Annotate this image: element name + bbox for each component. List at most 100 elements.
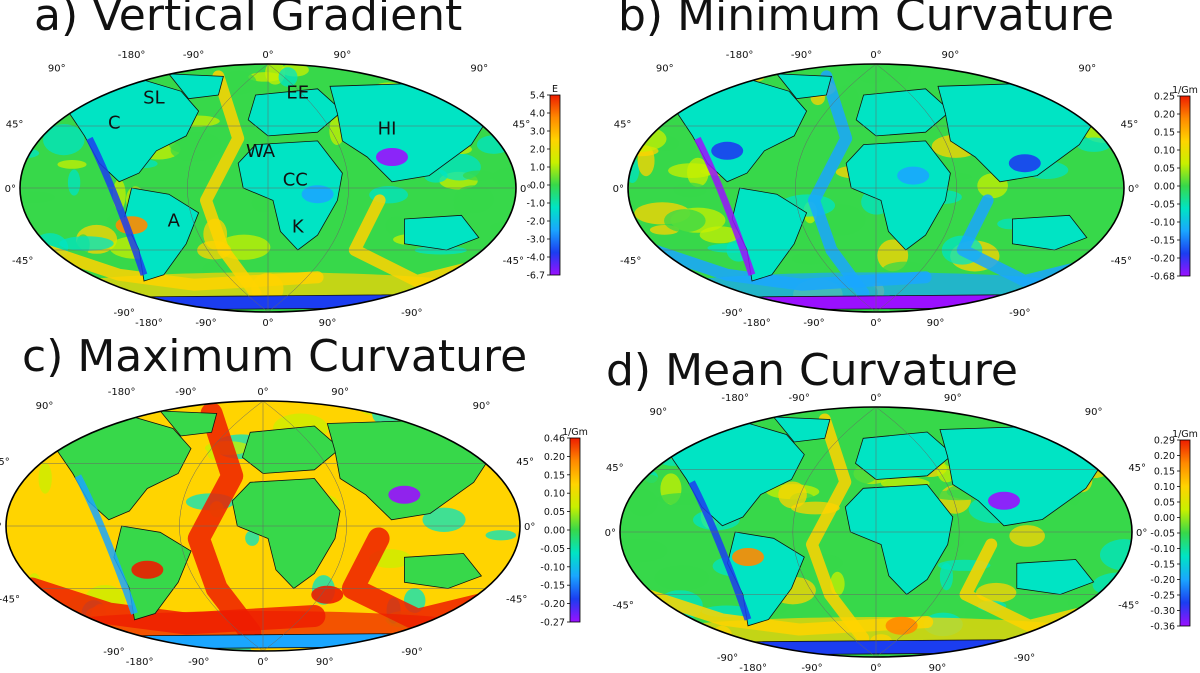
field-patch [93,64,110,74]
lat-label-left: -45° [613,601,634,612]
field-patch [673,407,727,417]
lon-label-top: 0° [257,387,268,398]
region-label: CC [283,170,308,191]
lon-label-top: -180° [721,393,749,404]
lon-label-bottom: 90° [929,663,947,673]
field-patch [1044,407,1076,421]
lat-label-left: 90° [36,401,54,412]
region-label: WA [246,141,276,162]
ridge-band [200,70,262,300]
lat-label-right: 0° [1136,528,1147,539]
lon-label-top: 0° [870,50,881,61]
region-label: EE [286,83,309,104]
colorbar-unit: 1/Gm [1172,85,1198,96]
colorbar-label: 0.29 [1154,436,1175,447]
meridian-line [792,406,877,658]
field-patch [628,157,640,183]
colorbar-label: 0.05 [1154,498,1175,509]
field-patch [170,138,219,162]
landmass-greenland [159,410,218,437]
lat-label-right: -45° [1118,601,1139,612]
colorbar-label: 4.0 [530,109,545,120]
meridian-line [267,63,349,313]
colorbar-label: -0.36 [1150,622,1175,633]
field-patch [628,65,643,79]
lon-label-bottom: -90° [103,647,124,658]
field-patch [36,618,88,644]
field-patch [380,530,424,555]
landmass-australia [1011,214,1088,251]
lon-label-top: 90° [944,393,962,404]
field-patch [347,523,361,556]
field-patch [939,562,953,591]
colorbar-label: -0.27 [540,618,565,629]
field-patch [441,624,472,649]
field-patch [886,64,911,83]
colorbar-label: 0.00 [1154,513,1175,524]
field-patch [492,167,516,187]
anomaly-blob [885,616,918,635]
panel-title: d) Mean Curvature [606,345,1018,396]
colorbar-label: 0.00 [1154,182,1175,193]
coastal-strip [688,480,752,621]
ridge-band [806,413,870,645]
coastal-strip [86,136,148,276]
landmass-europe [855,88,952,137]
colorbar-label: 0.0 [530,181,545,192]
colorbar-label: 0.20 [1154,110,1175,121]
colorbar-label: 5.4 [530,91,545,102]
landmass-greenland [775,73,832,100]
lon-label-top: 90° [334,50,352,61]
field-patch [699,226,741,244]
lon-label-bottom: -180° [126,657,154,668]
map-field [620,407,1132,657]
anomaly-blob [711,141,744,160]
lon-label-top: 90° [942,50,960,61]
map-border [5,400,521,652]
lat-label-right: 0° [520,184,531,195]
lat-label-left: 45° [0,457,10,468]
colorbar-label: -0.20 [1150,254,1175,265]
lat-label-right: 90° [1085,407,1103,418]
field-patch [623,439,664,456]
lon-label-bottom: -90° [801,663,822,673]
world-map: -180°-90°0°90°-90°-180°-90°0°90°-90°90°4… [0,387,588,668]
coastal-strip [74,474,138,615]
field-patch [57,160,87,169]
landmass-greenland [772,416,831,443]
field-patch [1106,436,1129,468]
lon-label-bottom: 90° [319,318,337,329]
colorbar-label: 1.0 [530,163,545,174]
lon-label-top: -180° [108,387,136,398]
region-label: SL [143,88,164,109]
field-patch [38,462,52,494]
anomaly-blob [1008,154,1041,173]
field-patch [1077,137,1111,152]
colorbar-label: 3.0 [530,127,545,138]
field-patch [975,582,1017,603]
map-field [20,64,516,312]
anomaly-blob [311,585,344,604]
lon-label-bottom: -90° [188,657,209,668]
colorbar-label: 0.20 [1154,451,1175,462]
colorbar [549,94,561,276]
colorbar-label: -6.7 [526,271,545,282]
lon-label-bottom: -90° [717,653,738,664]
colorbar-label: 0.15 [1154,128,1175,139]
colorbar-label: -0.68 [1150,272,1175,283]
colorbar-label: -0.30 [1150,606,1175,617]
field-patch [462,618,506,649]
graticule [628,63,1124,313]
lat-label-left: 45° [606,463,624,474]
colorbar-label: 0.15 [544,470,565,481]
lon-label-top: 0° [870,393,881,404]
colorbar-label: -0.25 [1150,591,1175,602]
lat-label-left: -45° [12,256,33,267]
map-border [19,63,517,313]
field-patch [1049,633,1064,657]
meridian-line [179,400,264,652]
ridge-band [187,402,262,644]
colorbar-label: -0.15 [1150,236,1175,247]
field-patch [663,639,691,652]
lat-label-right: 90° [470,64,488,75]
